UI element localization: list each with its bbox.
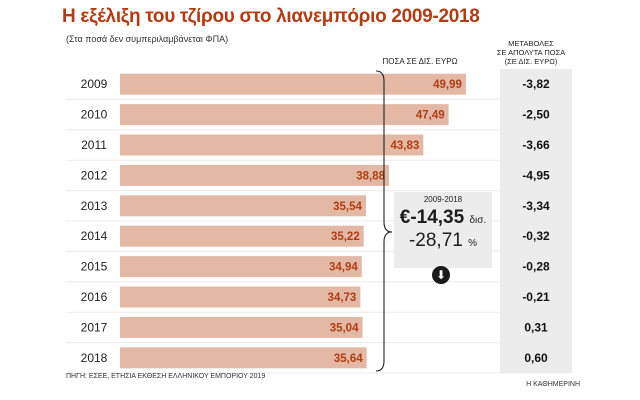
bars: 2009 49,99 -3,82 2010 47,49 -2,50 2011 43,83 -3,…	[81, 73, 550, 369]
bar-value-label: 49,99	[433, 79, 462, 91]
bar	[120, 104, 449, 126]
change-label: 0,60	[524, 351, 548, 365]
summary-percent-value: -28,71	[408, 230, 463, 251]
bar	[120, 164, 390, 186]
change-label: -3,34	[522, 199, 550, 213]
bar	[120, 286, 361, 308]
change-label: -0,28	[522, 260, 550, 274]
change-header-line-3: (ΣΕ ΔΙΣ. ΕΥΡΩ)	[504, 57, 558, 66]
year-label: 2017	[81, 320, 108, 334]
change-header-line-1: ΜΕΤΑΒΟΛΕΣ	[508, 39, 554, 48]
summary-percent: -28,71 %	[394, 230, 492, 252]
year-label: 2015	[81, 260, 108, 274]
bar-value-label: 38,88	[356, 170, 385, 182]
chart-title: Η εξέλιξη του τζίρου στο λιανεμπόριο 200…	[62, 6, 480, 27]
change-column-header: ΜΕΤΑΒΟΛΕΣ ΣΕ ΑΠΟΛΥΤΑ ΠΟΣΑ (ΣΕ ΔΙΣ. ΕΥΡΩ)	[490, 39, 572, 66]
bar-value-label: 35,54	[333, 201, 362, 213]
bar-value-label: 47,49	[416, 110, 445, 122]
change-label: -0,21	[522, 290, 550, 304]
change-label: -3,82	[522, 77, 550, 91]
summary-period: 2009-2018	[423, 195, 463, 204]
bar-value-label: 35,64	[334, 353, 363, 365]
year-label: 2013	[81, 199, 108, 213]
change-label: -3,66	[522, 138, 550, 152]
bar	[120, 225, 364, 247]
summary-amount: €-14,35 δισ.	[394, 207, 492, 229]
publisher-credit: Η ΚΑΘΗΜΕΡΙΝΗ	[526, 381, 580, 388]
source-note: ΠΗΓΗ: ΕΣΕΕ, ΕΤΗΣΙΑ ΕΚΘΕΣΗ ΕΛΛΗΝΙΚΟΥ ΕΜΠΟ…	[66, 373, 266, 380]
summary-box: 2009-2018 €-14,35 δισ. -28,71 %	[394, 192, 492, 268]
bar	[120, 316, 363, 338]
change-column-background	[500, 69, 572, 373]
bar	[120, 347, 367, 369]
amount-column-header: ΠΟΣΑ ΣΕ ΔΙΣ. ΕΥΡΩ	[382, 57, 458, 66]
year-label: 2012	[81, 168, 108, 182]
year-label: 2016	[81, 290, 108, 304]
bar	[120, 134, 424, 156]
brace-bracket	[375, 70, 393, 372]
bar-value-label: 34,94	[329, 262, 358, 274]
bar-value-label: 35,04	[330, 322, 359, 334]
year-label: 2014	[81, 229, 108, 243]
bar	[120, 256, 362, 278]
bar	[120, 73, 466, 95]
year-label: 2011	[81, 138, 107, 152]
bar-value-label: 34,73	[328, 292, 357, 304]
summary-percent-unit: %	[468, 238, 478, 249]
change-label: 0,31	[524, 320, 548, 334]
down-arrow-icon: ⬇	[432, 266, 450, 284]
summary-amount-value: €-14,35	[399, 207, 465, 228]
year-label: 2010	[81, 108, 108, 122]
year-label: 2009	[81, 77, 108, 91]
change-label: -2,50	[522, 108, 550, 122]
change-label: -0,32	[522, 229, 550, 243]
change-label: -4,95	[522, 168, 550, 182]
year-label: 2018	[81, 351, 108, 365]
change-header-line-2: ΣΕ ΑΠΟΛΥΤΑ ΠΟΣΑ	[496, 48, 566, 57]
chart-subtitle: (Στα ποσά δεν συμπεριλαμβάνεται ΦΠΑ)	[66, 34, 229, 44]
summary-amount-unit: δισ.	[469, 215, 487, 226]
bar-value-label: 35,22	[331, 231, 360, 243]
bar	[120, 195, 366, 217]
bar-value-label: 43,83	[391, 140, 420, 152]
